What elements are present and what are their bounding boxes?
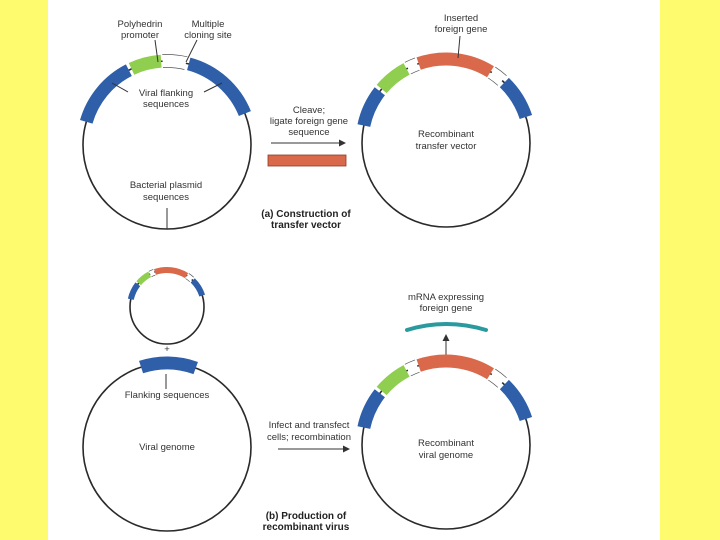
cloning-site-right-segment: [185, 273, 194, 282]
left-flanking-segment: [80, 64, 132, 124]
recombinant-transfer-vector: [357, 52, 533, 228]
cloning-site-left-segment-outline-inner: [410, 371, 420, 377]
cleave-label-3: sequence: [288, 127, 329, 138]
foreign-gene-segment: [153, 267, 189, 279]
cloning-site-right-segment-outline-outer: [495, 66, 507, 77]
flanking-sequences-label: Flanking sequences: [125, 390, 210, 401]
polyhedrin-promoter-segment: [376, 63, 410, 94]
cloning-site-right-segment: [488, 67, 507, 86]
recombinant-viral-genome: [357, 354, 533, 530]
cloning-site-segment: [162, 54, 188, 70]
cloning-site-left-segment-outline-outer: [404, 359, 416, 365]
right-flanking-segment: [499, 379, 533, 422]
polyhedrin-promoter-label-1: Polyhedrin: [118, 19, 163, 30]
recombinant-vector-label-2: transfer vector: [416, 141, 477, 152]
left-flanking-segment: [127, 282, 141, 301]
left-flanking-segment: [357, 389, 386, 430]
cleave-label-2: ligate foreign gene: [270, 116, 348, 127]
right-flanking-segment: [190, 278, 206, 297]
cloning-site-left-segment-outline-outer: [404, 57, 416, 63]
caption-a-line-1: (a) Construction of: [261, 209, 351, 220]
cloning-site-left-segment: [404, 359, 420, 376]
genome-flanking-segment: [139, 356, 198, 375]
caption-b-line-2: recombinant virus: [263, 522, 350, 533]
cloning-site-right-segment-outline-inner: [488, 379, 499, 388]
foreign-gene-fragment: [267, 154, 347, 167]
infect-label-1: Infect and transfect: [269, 420, 350, 431]
inserted-gene-leader-line: [457, 35, 461, 59]
cloning-site-right-segment-outline-outer: [495, 368, 507, 379]
mrna-label-1: mRNA expressing: [408, 292, 484, 303]
viral-genome: [82, 356, 252, 532]
recombinant-vector-label-1: Recombinant: [418, 129, 474, 140]
inserted-gene-label-1: Inserted: [444, 13, 478, 24]
inserted-gene-label-2: foreign gene: [435, 24, 488, 35]
plus-sign: +: [164, 344, 170, 355]
transfer-vector-plasmid: [80, 54, 252, 230]
caption-b-line-1: (b) Production of: [266, 511, 347, 522]
promoter-leader-line: [154, 39, 159, 63]
foreign-gene-segment: [416, 52, 494, 78]
right-flanking-segment: [499, 77, 533, 120]
small-transfer-vector: [127, 267, 206, 345]
viral-genome-label: Viral genome: [139, 442, 195, 453]
flanking-leader-left: [111, 82, 129, 93]
cloning-site-label-2: cloning site: [184, 30, 232, 41]
caption-a-line-2: transfer vector: [271, 220, 341, 231]
cloning-site-segment-outline-inner: [162, 67, 185, 70]
cloning-site-left-segment: [404, 57, 420, 74]
flanking-leader-right: [203, 82, 223, 93]
cloning-site-left-segment: [148, 269, 156, 277]
cloning-site-left-segment-outline-outer: [148, 269, 154, 272]
viral-flanking-label-2: sequences: [143, 99, 189, 110]
cloning-site-left-segment-outline-inner: [410, 69, 420, 75]
cloning-site-right-segment-outline-inner: [185, 278, 190, 282]
polyhedrin-promoter-segment: [136, 271, 152, 286]
cloning-site-left-segment-outline-inner: [151, 274, 156, 278]
recombinant-genome-label-1: Recombinant: [418, 438, 474, 449]
foreign-gene-segment: [416, 354, 494, 380]
recombinant-genome-label-2: viral genome: [419, 450, 473, 461]
cleave-label-1: Cleave;: [293, 105, 325, 116]
cloning-site-right-segment-outline-inner: [488, 77, 499, 86]
polyhedrin-promoter-label-2: promoter: [121, 30, 159, 41]
bacterial-plasmid-label-1: Bacterial plasmid: [130, 180, 202, 191]
viral-flanking-label-1: Viral flanking: [139, 88, 193, 99]
cloning-site-leader-line: [185, 39, 198, 63]
cloning-site-segment-outline-outer: [162, 54, 188, 58]
cloning-site-right-segment: [488, 369, 507, 388]
cloning-site-label-1: Multiple: [192, 19, 225, 30]
mrna-strand: [405, 322, 488, 332]
mrna-label-2: foreign gene: [420, 303, 473, 314]
figure-panel: [48, 0, 660, 540]
cloning-site-right-segment-outline-outer: [188, 273, 195, 278]
polyhedrin-promoter-segment: [128, 54, 162, 75]
infect-label-2: cells; recombination: [267, 432, 351, 443]
left-flanking-segment: [357, 87, 386, 128]
polyhedrin-promoter-segment: [376, 365, 410, 396]
right-flanking-segment: [186, 57, 251, 117]
bacterial-plasmid-label-2: sequences: [143, 192, 189, 203]
